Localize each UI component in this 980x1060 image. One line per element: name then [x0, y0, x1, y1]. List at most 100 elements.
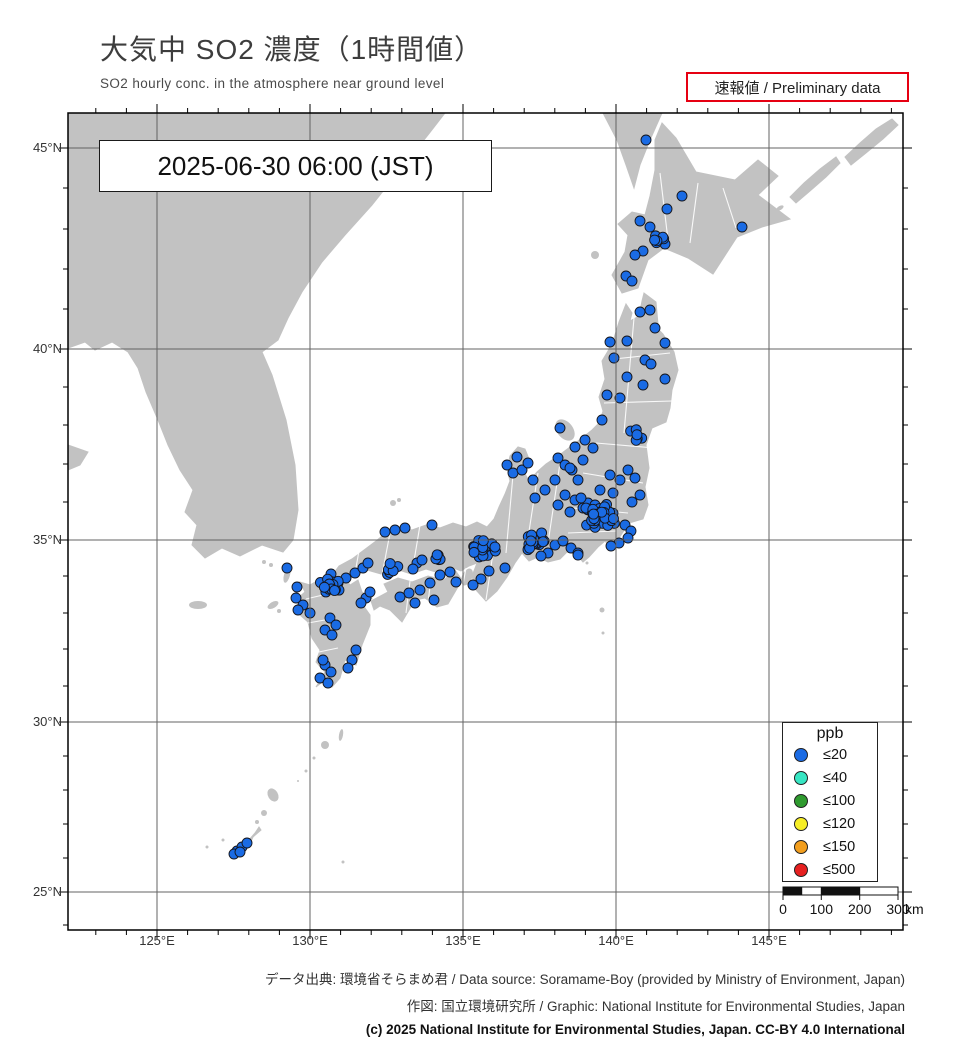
legend-item: ≤100: [783, 789, 877, 812]
japan-so2-map: [59, 104, 912, 939]
station-dot: [468, 546, 480, 558]
station-dot: [291, 581, 303, 593]
legend-color-dot: [794, 862, 808, 877]
legend-box: ppb ≤20 ≤40 ≤100 ≤120 ≤150 ≤500: [782, 722, 878, 882]
station-dot: [431, 549, 443, 561]
station-dot: [292, 604, 304, 616]
scale-bar-unit: km: [905, 901, 924, 917]
station-dot: [501, 459, 513, 471]
scale-bar: 0 100 200 300 km: [778, 884, 938, 924]
station-dot: [475, 573, 487, 585]
station-dot: [644, 304, 656, 316]
legend-item: ≤40: [783, 766, 877, 789]
station-dot: [621, 335, 633, 347]
station-dot: [661, 203, 673, 215]
station-dot: [529, 492, 541, 504]
legend-item-label: ≤150: [823, 838, 856, 855]
station-dot: [536, 527, 548, 539]
station-dot: [426, 519, 438, 531]
station-dot: [549, 474, 561, 486]
station-dot: [483, 565, 495, 577]
station-dot: [554, 422, 566, 434]
station-dot: [637, 379, 649, 391]
station-dot: [329, 585, 341, 596]
lat-label: 40°N: [32, 341, 62, 356]
lon-label: 135°E: [445, 933, 481, 948]
station-dot: [649, 234, 661, 246]
legend-item-label: ≤500: [823, 861, 856, 878]
station-dot: [557, 535, 569, 547]
lat-label: 25°N: [32, 884, 62, 899]
lon-label: 140°E: [598, 933, 634, 948]
station-dot: [516, 464, 528, 476]
station-dot: [379, 526, 391, 538]
station-dot: [489, 541, 501, 553]
station-dot: [572, 474, 584, 486]
station-dot: [281, 562, 293, 574]
station-dot: [569, 441, 581, 453]
lat-label: 35°N: [32, 532, 62, 547]
station-dot: [424, 577, 436, 589]
station-dot: [467, 579, 479, 591]
lat-label: 45°N: [32, 140, 62, 155]
station-dot: [389, 524, 401, 536]
station-dot: [596, 414, 608, 426]
station-dot: [649, 322, 661, 334]
station-dot: [564, 462, 576, 474]
legend-item: ≤500: [783, 858, 877, 881]
station-dot: [234, 846, 246, 858]
legend-item-label: ≤120: [823, 815, 856, 832]
station-dot: [564, 506, 576, 518]
station-dot: [499, 562, 511, 574]
station-dot: [572, 549, 584, 561]
legend-item-label: ≤40: [823, 769, 848, 786]
legend-title: ppb: [816, 725, 844, 742]
station-dot: [414, 584, 426, 596]
station-dot: [607, 513, 619, 525]
lat-label: 30°N: [32, 714, 62, 729]
station-dot: [403, 587, 415, 599]
station-dot: [349, 567, 361, 579]
station-dot: [355, 597, 367, 609]
station-dot: [588, 508, 599, 520]
station-dot: [314, 672, 326, 684]
station-dot: [626, 496, 638, 508]
station-dot: [290, 592, 302, 604]
legend-item-label: ≤20: [823, 746, 848, 763]
station-dot: [525, 535, 537, 547]
station-dot: [511, 451, 523, 463]
station-dot: [626, 275, 638, 287]
station-dot: [622, 532, 634, 544]
footer-graphic-credit: 作図: 国立環境研究所 / Graphic: National Institut…: [406, 999, 905, 1014]
footer-copyright: (c) 2025 National Institute for Environm…: [365, 1022, 905, 1037]
lon-label: 130°E: [292, 933, 328, 948]
station-dot: [241, 837, 253, 849]
station-dot: [407, 563, 419, 575]
legend-color-dot: [794, 816, 808, 831]
legend-item: ≤120: [783, 812, 877, 835]
station-dot: [326, 629, 338, 641]
station-dot: [535, 550, 547, 562]
station-dot: [450, 576, 462, 588]
station-dot: [640, 134, 652, 146]
station-dot: [575, 492, 587, 504]
footer-data-source: データ出典: 環境省そらまめ君 / Data source: Soramame-…: [265, 972, 905, 987]
lon-label: 125°E: [139, 933, 175, 948]
scale-bar-number: 200: [848, 901, 872, 917]
legend-color-dot: [794, 747, 808, 762]
station-dot: [350, 644, 362, 656]
station-dot: [434, 569, 446, 581]
station-dot: [324, 612, 336, 624]
page-title: 大気中 SO2 濃度（1時間値）: [100, 34, 484, 65]
station-dot: [342, 662, 354, 674]
page-subtitle: SO2 hourly conc. in the atmosphere near …: [100, 76, 445, 91]
station-dot: [384, 558, 396, 570]
station-dot: [614, 474, 626, 486]
station-dot: [645, 358, 657, 370]
station-dot: [364, 586, 376, 598]
lon-label: 145°E: [751, 933, 787, 948]
station-dot: [605, 540, 617, 552]
scale-bar-graphic: [782, 886, 899, 900]
station-dot: [614, 392, 626, 404]
